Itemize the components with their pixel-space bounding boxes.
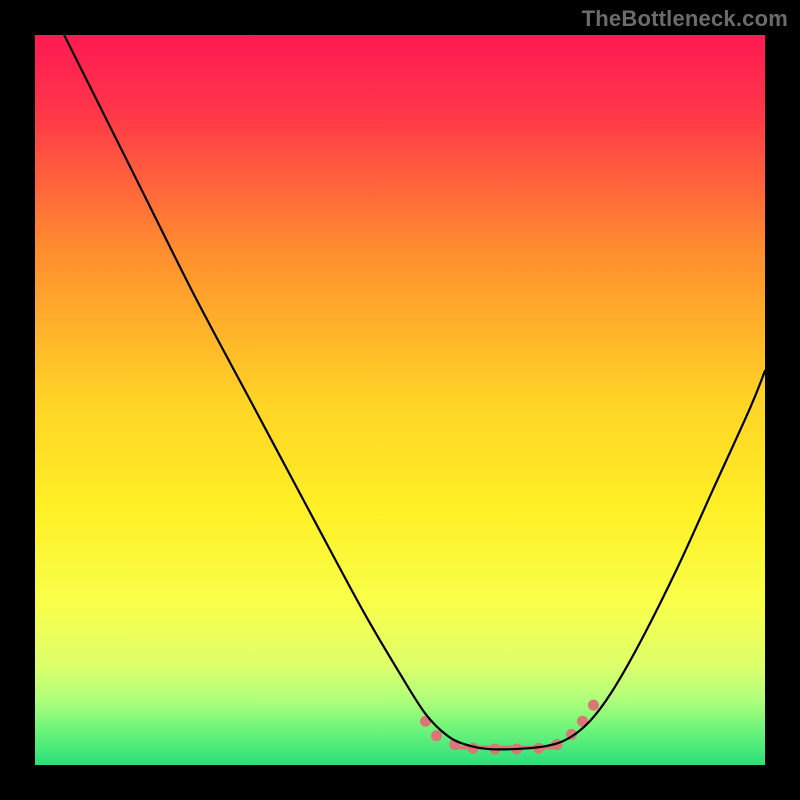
- bottom-dot: [431, 730, 442, 741]
- watermark-text: TheBottleneck.com: [582, 6, 788, 32]
- main-curve: [64, 35, 765, 749]
- bottom-marker-band: [420, 700, 599, 755]
- chart-svg: [0, 0, 800, 800]
- bottom-dot: [588, 700, 599, 711]
